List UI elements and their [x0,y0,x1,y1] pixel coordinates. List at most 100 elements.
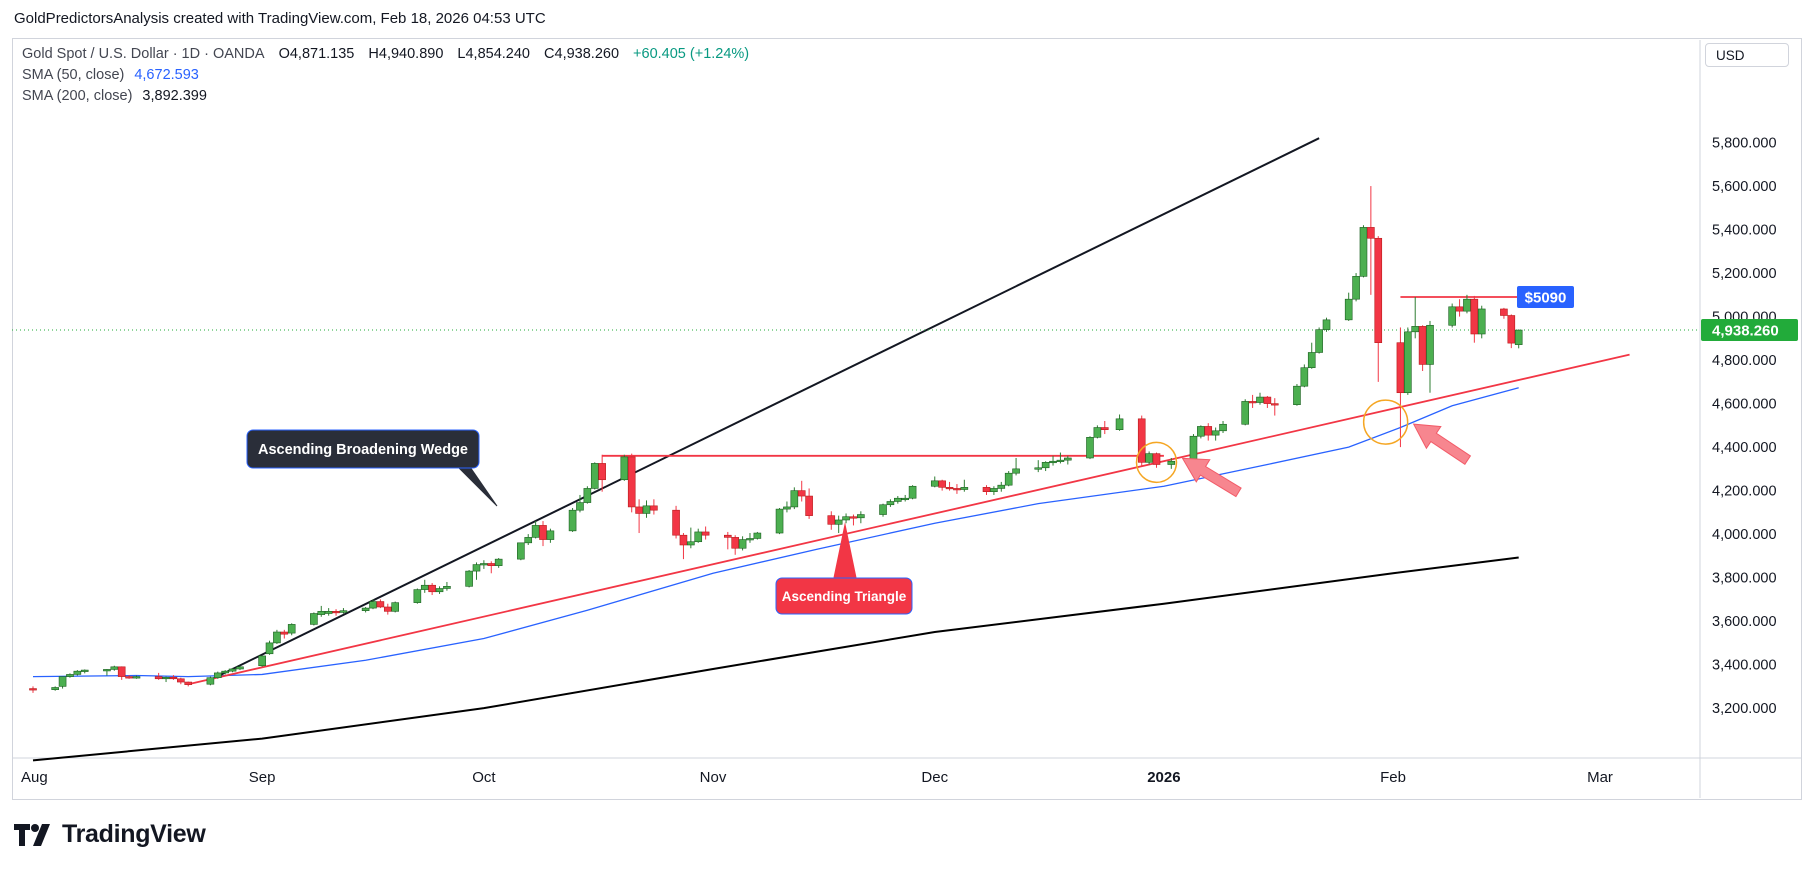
candle-body [546,530,555,540]
candle-body [1307,352,1316,369]
candle-body [1064,457,1072,461]
candle-body [524,537,533,544]
candle-body [1500,308,1508,316]
candle-body [783,506,791,510]
legend-sma200-row[interactable]: SMA (200, close) 3,892.399 [22,86,759,107]
candle-body [117,666,126,677]
price-axis-label: 3,600.000 [1712,614,1777,630]
tradingview-logo[interactable]: TradingView [14,820,206,849]
time-axis-label: Mar [1587,769,1613,786]
price-axis-label: 3,800.000 [1712,571,1777,587]
candle-body [443,586,451,589]
candle-body [1352,276,1360,300]
candle-body [687,541,695,546]
candle-body [494,558,503,566]
candle-body [1056,459,1065,462]
candle-body [472,564,481,572]
candle-body [886,501,895,506]
candle-body [576,502,584,511]
candle-body [997,484,1006,489]
time-axis-label: Oct [472,769,496,786]
trendline-wedge-lower-support [188,353,1630,686]
candle-body [258,655,266,667]
candle-body [169,676,178,680]
candle-body [938,480,946,488]
candle-body [1034,467,1043,470]
candle-body [1041,462,1050,469]
candle-body [480,563,488,566]
candle-body [1137,418,1146,463]
candle-body [953,488,961,491]
candle-body [154,676,163,680]
candle-body [1477,308,1486,335]
candle-body [1093,427,1102,438]
candle-body [280,631,289,635]
candle-body [376,601,385,608]
candle-body [1359,227,1368,277]
target-tag-label: $5090 [1525,290,1567,307]
candle-body [1211,430,1220,436]
candle-body [842,516,850,521]
candle-body [901,497,909,501]
candle-body [1004,472,1013,486]
candle-body [857,514,865,519]
candle-body [80,669,89,672]
candle-body [465,570,473,587]
candle-body [879,504,887,515]
candle-body [1315,329,1323,353]
candle-body [310,613,318,625]
candle-body [790,490,799,508]
price-axis-label: 5,800.000 [1712,136,1777,152]
candle-body [1367,227,1375,239]
candle-body [531,525,540,538]
candle-body [738,539,747,549]
candle-body [1344,298,1353,321]
price-axis-label: 4,600.000 [1712,397,1777,413]
candle-body [420,584,429,590]
legend-high: H4,940.890 [368,46,444,62]
chart-frame [12,38,1802,800]
candle-body [435,588,444,593]
candle-body [1241,401,1250,425]
price-axis-label: 5,400.000 [1712,223,1777,239]
candle-body [827,515,836,525]
support-arrow [1181,457,1242,498]
candle-body [1463,298,1471,312]
candle-body [1012,468,1020,474]
currency-selector[interactable]: USD [1705,43,1789,67]
candle-body [650,505,658,511]
candle-body [339,610,348,613]
candle-body [51,687,59,690]
candle-body [58,676,67,687]
candle-body [701,531,710,536]
candle-body [73,670,82,675]
price-axis-label: 3,200.000 [1712,701,1777,717]
legend-sma50-row[interactable]: SMA (50, close) 4,672.593 [22,65,759,86]
candle-body [1167,460,1176,465]
candle-body [1086,437,1094,459]
candle-body [849,516,858,519]
candle-body [945,487,954,490]
candle-body [132,676,141,679]
legend-sma200-label: SMA (200, close) [22,88,133,104]
candle-body [1300,367,1309,387]
time-axis-label: Sep [249,769,276,786]
time-axis-label: Feb [1380,769,1406,786]
wedge-callout-label: Ascending Broadening Wedge [258,442,468,458]
candle-body [487,563,496,566]
tradingview-wordmark: TradingView [62,820,206,848]
wedge-callout-box [246,429,480,469]
price-axis-label: 5,200.000 [1712,266,1777,282]
candle-body [1396,342,1405,394]
candle-body [960,487,969,490]
candle-body [908,485,917,499]
candle-body [930,480,939,487]
candle-body [1197,426,1205,437]
candle-body [834,519,843,525]
candle-body [1152,453,1161,465]
last-price-tag-label: 4,938.260 [1712,323,1779,340]
candle-body [287,624,296,634]
price-axis-label: 4,400.000 [1712,440,1777,456]
candle-body [66,674,74,677]
